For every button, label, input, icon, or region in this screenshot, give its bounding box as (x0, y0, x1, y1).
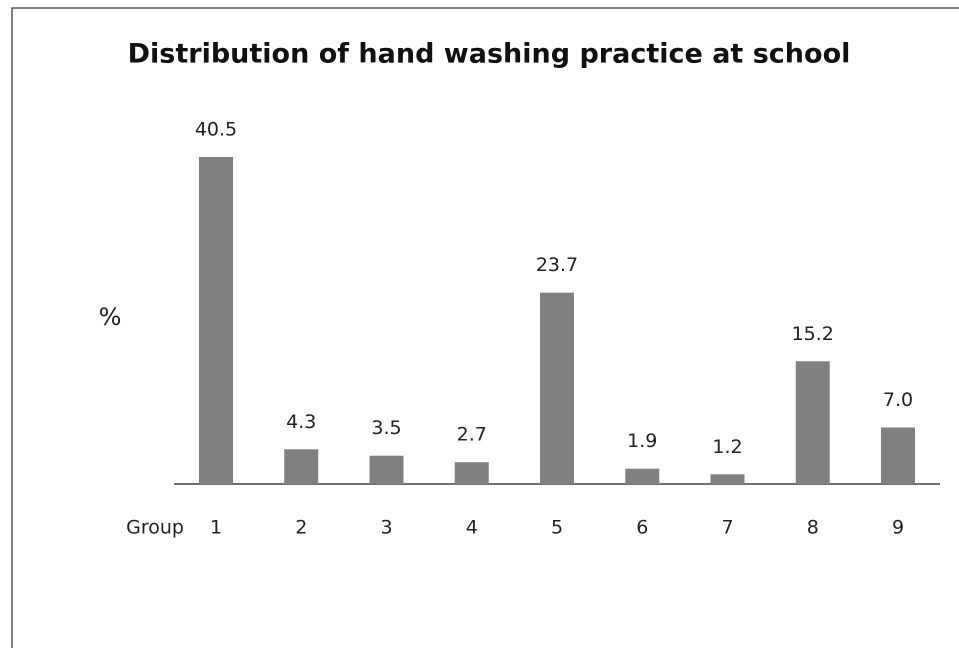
bar (369, 455, 404, 484)
bar (540, 292, 574, 484)
bar (795, 361, 830, 484)
chart-title: Distribution of hand washing practice at… (128, 39, 851, 70)
value-label: 1.9 (627, 430, 657, 452)
bar (625, 468, 660, 484)
x-tick-label: 4 (466, 517, 478, 539)
x-tick-label: 1 (210, 517, 222, 539)
bar (284, 449, 319, 484)
bar (881, 427, 915, 484)
x-tick-label: 3 (380, 517, 392, 539)
value-label: 15.2 (792, 323, 834, 345)
x-tick-label: 9 (892, 517, 904, 539)
x-tick-label: 2 (295, 517, 307, 539)
value-label: 23.7 (536, 254, 578, 276)
frame (11, 7, 959, 648)
x-axis-label: Group (126, 517, 184, 539)
x-tick-label: 8 (807, 517, 819, 539)
y-axis-label: % (99, 303, 122, 331)
value-label: 7.0 (883, 389, 913, 411)
value-label: 2.7 (457, 424, 487, 446)
bar (454, 462, 489, 484)
bar (710, 474, 745, 484)
value-label: 3.5 (371, 417, 401, 439)
value-label: 4.3 (286, 411, 316, 433)
x-tick-label: 5 (551, 517, 563, 539)
value-label: 1.2 (712, 436, 742, 458)
x-tick-label: 6 (636, 517, 648, 539)
x-tick-label: 7 (721, 517, 733, 539)
bar (199, 157, 233, 484)
value-label: 40.5 (195, 119, 237, 141)
